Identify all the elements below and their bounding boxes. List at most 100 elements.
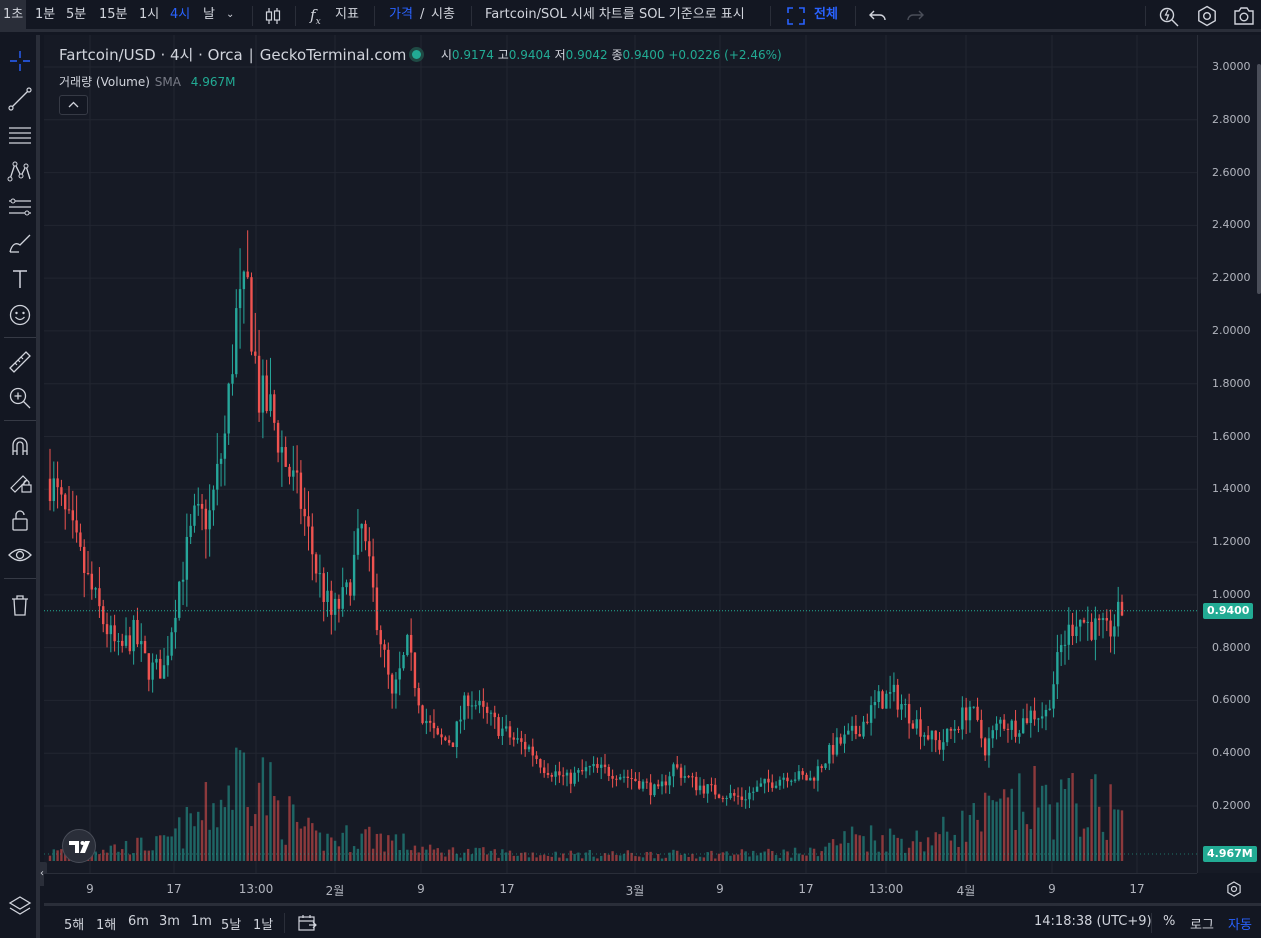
clock-timezone[interactable]: 14:18:38 (UTC+9) [1034, 914, 1152, 929]
redo-icon[interactable] [906, 8, 924, 24]
mcap-toggle[interactable]: 시총 [431, 7, 455, 22]
emoji-icon[interactable] [6, 301, 34, 329]
candle-body [345, 582, 348, 588]
interval-1m[interactable]: 1분 [35, 7, 56, 22]
volume-bar [995, 801, 998, 861]
unlock-icon[interactable] [6, 506, 34, 534]
range-1d[interactable]: 1날 [253, 918, 274, 933]
fullscreen-icon[interactable] [787, 7, 805, 25]
visibility-eye-icon[interactable] [6, 541, 34, 569]
candle-body [398, 668, 401, 680]
magnet-icon[interactable] [6, 432, 34, 460]
range-6m[interactable]: 6m [128, 914, 149, 929]
interval-1h[interactable]: 1시 [139, 7, 160, 22]
volume-bar [888, 828, 892, 861]
layers-icon[interactable] [6, 893, 34, 921]
candle-body [1056, 652, 1059, 685]
crosshair-icon[interactable] [6, 47, 34, 75]
text-tool-icon[interactable] [6, 265, 34, 293]
undo-icon[interactable] [869, 8, 887, 24]
volume-bar [56, 850, 59, 861]
quick-search-icon[interactable] [1158, 5, 1180, 27]
symbol-title[interactable]: Fartcoin/USD · 4시 · Orca ∣ GeckoTerminal… [59, 46, 407, 64]
market-status-dot-icon[interactable] [412, 50, 421, 59]
candle-body [896, 684, 899, 710]
candlestick-chart[interactable] [44, 35, 1197, 873]
axis-settings-icon[interactable] [1225, 880, 1243, 898]
candle-body [124, 635, 128, 646]
candle-body [634, 778, 637, 782]
volume-bar [140, 837, 143, 861]
volume-bar [1056, 802, 1059, 861]
range-1m[interactable]: 1m [191, 914, 212, 929]
indicators-button[interactable]: 지표 [335, 7, 359, 22]
zoom-in-icon[interactable] [6, 384, 34, 412]
chevron-down-icon[interactable]: ⌄ [226, 9, 235, 20]
volume-bar [1037, 807, 1040, 861]
ohlc-values: 시0.9174 고0.9404 저0.9042 종0.9400 +0.0226 … [412, 46, 782, 63]
volume-bar [166, 836, 170, 861]
candle-body [535, 755, 538, 760]
settings-gear-icon[interactable] [1196, 5, 1218, 27]
price-toggle[interactable]: 가격 [389, 7, 413, 22]
interval-1s[interactable]: 1초 [0, 0, 27, 32]
scroll-left-icon[interactable]: ‹ [37, 862, 47, 886]
range-1y[interactable]: 1해 [96, 918, 117, 933]
camera-snapshot-icon[interactable] [1233, 6, 1255, 26]
interval-4h[interactable]: 4시 [170, 7, 191, 22]
volume-bar [314, 830, 318, 861]
brush-icon[interactable] [6, 229, 34, 257]
fib-retracement-icon[interactable] [6, 193, 34, 221]
chart-pane[interactable] [44, 35, 1197, 873]
volume-bar [117, 851, 120, 861]
interval-5m[interactable]: 5분 [66, 7, 87, 22]
sol-denomination-toggle[interactable]: Fartcoin/SOL 시세 차트를 SOL 기준으로 표시 [485, 7, 745, 22]
trash-icon[interactable] [6, 591, 34, 619]
range-3m[interactable]: 3m [159, 914, 180, 929]
fullscreen-button[interactable]: 전체 [814, 7, 838, 22]
ruler-icon[interactable] [6, 348, 34, 376]
candle-body [888, 692, 892, 694]
pattern-icon[interactable] [6, 157, 34, 185]
calendar-goto-date-icon[interactable] [297, 913, 317, 933]
candle-body [619, 777, 622, 780]
volume-bar [425, 849, 428, 861]
tradingview-logo[interactable] [62, 829, 96, 863]
volume-bar [542, 854, 546, 861]
volume-indicator-name[interactable]: 거래량 (Volume) [59, 75, 150, 89]
candle-body [835, 737, 839, 755]
volume-bar [569, 850, 572, 861]
interval-1d[interactable]: 날 [203, 7, 215, 22]
interval-15m[interactable]: 15분 [99, 7, 128, 22]
volume-bar [288, 796, 291, 861]
high-value: 0.9404 [508, 48, 551, 62]
log-scale-toggle[interactable]: 로그 [1190, 918, 1214, 933]
trend-line-icon[interactable] [6, 85, 34, 113]
percent-scale-toggle[interactable]: % [1163, 914, 1176, 929]
time-axis[interactable]: 9 17 13:00 2월 9 17 3월 9 17 13:00 4월 9 17 [44, 873, 1241, 903]
candlestick-icon[interactable] [264, 5, 282, 27]
volume-bar [755, 855, 759, 861]
horizontal-lines-icon[interactable] [6, 121, 34, 149]
candle-body [926, 735, 930, 740]
price-axis-scrollbar[interactable] [1257, 64, 1261, 294]
volume-bar [254, 814, 257, 861]
volume-bar [600, 855, 603, 861]
volume-bar [406, 849, 409, 861]
candle-body [710, 784, 713, 786]
lock-drawing-icon[interactable] [6, 469, 34, 497]
range-5y[interactable]: 5해 [64, 918, 85, 933]
range-5d[interactable]: 5날 [221, 918, 242, 933]
price-axis[interactable]: 3.0000 2.8000 2.6000 2.4000 2.2000 2.0000 1.80… [1197, 35, 1261, 873]
volume-bar [402, 833, 405, 861]
auto-scale-toggle[interactable]: 자동 [1228, 918, 1252, 933]
collapse-legend-button[interactable] [59, 95, 88, 115]
candle-body [1052, 684, 1055, 709]
candle-body [1033, 710, 1036, 720]
volume-bar [972, 803, 975, 861]
volume-bar [299, 828, 303, 861]
candle-body [930, 730, 934, 740]
indicator-fx-icon[interactable]: fx [310, 6, 321, 27]
candle-body [801, 771, 804, 775]
volume-bar [1097, 806, 1101, 861]
